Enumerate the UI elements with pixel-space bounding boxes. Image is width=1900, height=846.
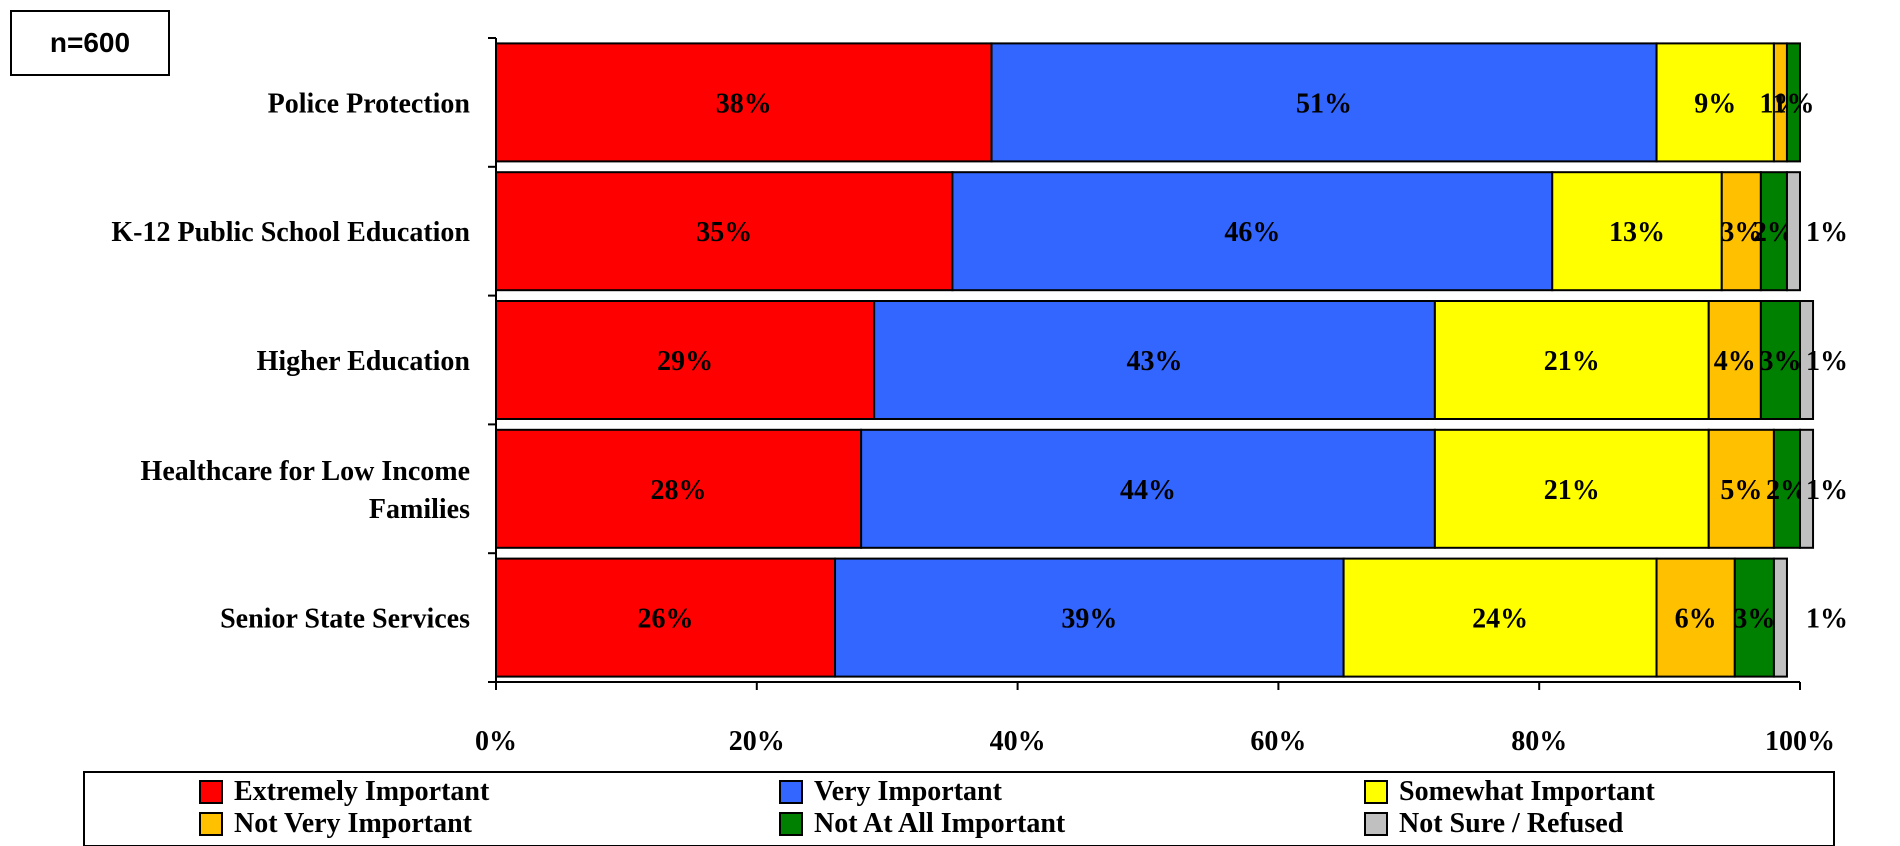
data-label: 51%: [1296, 88, 1352, 119]
category-label: Higher Education: [257, 346, 471, 377]
data-label: 3%: [1720, 217, 1762, 248]
category-label: K-12 Public School Education: [111, 217, 470, 248]
bar-segment: [990, 42, 1658, 163]
bar-segment: [1655, 557, 1736, 678]
category-label: Senior State Services: [220, 604, 470, 635]
data-label: 28%: [651, 475, 707, 506]
legend-label: Not Very Important: [234, 808, 473, 839]
data-label: 3%: [1759, 346, 1801, 377]
data-label: 4%: [1714, 346, 1756, 377]
bar-segment: [1799, 428, 1815, 549]
bar-segment: [1433, 428, 1710, 549]
x-tick-label: 100%: [1765, 726, 1835, 757]
data-label: 6%: [1675, 604, 1717, 635]
bar-segment: [1655, 42, 1775, 163]
bar-segment: [1799, 300, 1815, 420]
data-label: 13%: [1609, 217, 1665, 248]
data-label: 1%: [1806, 604, 1848, 635]
bar-segment: [1707, 300, 1762, 420]
legend-label: Very Important: [814, 776, 1003, 807]
x-tick-label: 60%: [1250, 726, 1306, 757]
category-label: Healthcare for Low Income: [141, 456, 470, 487]
data-label: 35%: [696, 217, 752, 248]
sample-size-box: n=600: [10, 10, 170, 76]
data-label: 46%: [1224, 217, 1280, 248]
bar-segment: [834, 557, 1345, 678]
data-label: 1%: [1806, 475, 1848, 506]
legend-swatch: [199, 812, 223, 836]
data-label: 5%: [1720, 475, 1762, 506]
bar-segment: [1733, 557, 1775, 678]
data-label: 26%: [638, 604, 694, 635]
data-label: 44%: [1120, 475, 1176, 506]
legend-swatch: [1364, 812, 1388, 836]
data-label: 24%: [1472, 604, 1528, 635]
bar-segment: [495, 171, 954, 292]
bar-segment: [1785, 42, 1801, 163]
legend-swatch: [199, 780, 223, 804]
data-label: 1%: [1806, 346, 1848, 377]
data-label: 1%: [1806, 217, 1848, 248]
data-label: 21%: [1544, 346, 1600, 377]
bar-segment: [495, 42, 993, 163]
bar-segment: [495, 428, 863, 549]
bar-segment: [860, 428, 1436, 549]
data-label: 39%: [1061, 604, 1117, 635]
bar-segment: [873, 300, 1436, 420]
legend-box: [83, 771, 1835, 846]
legend-swatch: [779, 812, 803, 836]
sample-size-text: n=600: [49, 27, 131, 58]
legend-label: Somewhat Important: [1399, 776, 1656, 807]
legend-swatch: [779, 780, 803, 804]
bar-segment: [1772, 557, 1788, 678]
legend-swatch: [1364, 780, 1388, 804]
data-label: 43%: [1127, 346, 1183, 377]
data-label: 3%: [1733, 604, 1775, 635]
x-tick-label: 0%: [475, 726, 517, 757]
legend-label: Not At All Important: [814, 808, 1066, 839]
bar-segment: [951, 171, 1554, 292]
data-label: 1%: [1772, 88, 1814, 119]
legend-label: Not Sure / Refused: [1399, 808, 1624, 839]
legend-label: Extremely Important: [234, 776, 490, 807]
bar-segment: [1551, 171, 1723, 292]
data-label: 38%: [716, 88, 772, 119]
data-label: 29%: [657, 346, 713, 377]
x-tick-label: 20%: [729, 726, 785, 757]
x-tick-label: 40%: [990, 726, 1046, 757]
category-label: Families: [369, 494, 470, 525]
bar-segment: [1342, 557, 1658, 678]
bar-segment: [1772, 428, 1802, 549]
bar-segment: [1785, 171, 1801, 292]
bar-segment: [1759, 171, 1788, 292]
data-label: 21%: [1544, 475, 1600, 506]
data-label: 9%: [1694, 88, 1736, 119]
x-tick-label: 80%: [1511, 726, 1567, 757]
category-label: Police Protection: [268, 88, 471, 119]
bar-segment: [1433, 300, 1710, 420]
